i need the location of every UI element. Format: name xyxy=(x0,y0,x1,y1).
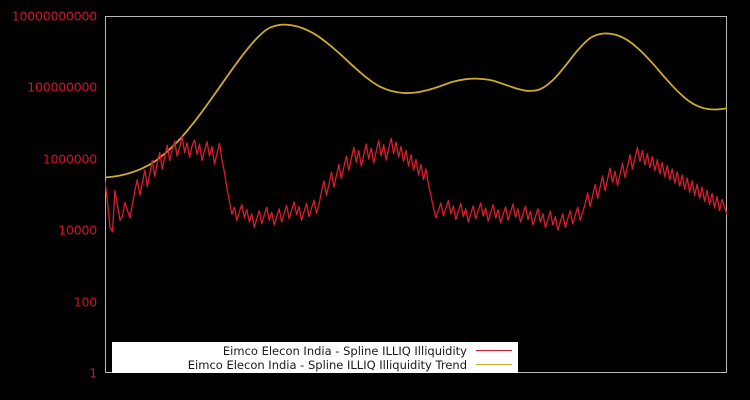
series-line-illiquidity xyxy=(105,135,727,233)
legend-entry-illiquidity: Eimco Elecon India - Spline ILLIQ Illiqu… xyxy=(223,344,514,358)
y-tick-label: 100 xyxy=(73,294,97,310)
chart-legend: Eimco Elecon India - Spline ILLIQ Illiqu… xyxy=(112,342,518,373)
plot-canvas xyxy=(105,23,727,233)
legend-entry-trend: Eimco Elecon India - Spline ILLIQ Illiqu… xyxy=(188,358,514,372)
y-axis: 1 100 10000 1000000 100000000 10000000000 xyxy=(0,0,105,400)
legend-label-trend: Eimco Elecon India - Spline ILLIQ Illiqu… xyxy=(187,357,467,372)
y-tick-label: 10000 xyxy=(58,222,97,238)
y-tick-label: 100000000 xyxy=(27,79,97,95)
y-tick-label: 1 xyxy=(89,365,97,381)
series-line-trend xyxy=(105,23,727,179)
plot-frame xyxy=(105,16,727,373)
legend-label-illiquidity: Eimco Elecon India - Spline ILLIQ Illiqu… xyxy=(222,343,467,358)
legend-swatch-trend xyxy=(476,364,512,365)
y-tick-label: 10000000000 xyxy=(11,8,97,24)
legend-swatch-illiquidity xyxy=(476,350,512,351)
y-tick-label: 1000000 xyxy=(42,151,97,167)
